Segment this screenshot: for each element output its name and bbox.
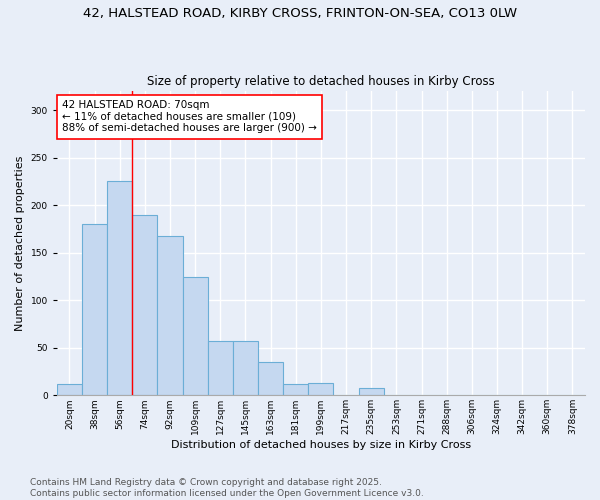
Bar bbox=[208, 341, 233, 396]
Y-axis label: Number of detached properties: Number of detached properties bbox=[15, 156, 25, 331]
Bar bbox=[157, 236, 182, 396]
Bar bbox=[359, 388, 384, 396]
Bar bbox=[182, 278, 208, 396]
Bar bbox=[233, 341, 258, 396]
Bar bbox=[308, 383, 334, 396]
Bar bbox=[283, 384, 308, 396]
Bar bbox=[132, 214, 157, 396]
Bar bbox=[107, 182, 132, 396]
Bar bbox=[57, 384, 82, 396]
Bar bbox=[82, 224, 107, 396]
Bar bbox=[258, 362, 283, 396]
Text: 42 HALSTEAD ROAD: 70sqm
← 11% of detached houses are smaller (109)
88% of semi-d: 42 HALSTEAD ROAD: 70sqm ← 11% of detache… bbox=[62, 100, 317, 134]
X-axis label: Distribution of detached houses by size in Kirby Cross: Distribution of detached houses by size … bbox=[171, 440, 471, 450]
Title: Size of property relative to detached houses in Kirby Cross: Size of property relative to detached ho… bbox=[147, 76, 495, 88]
Text: Contains HM Land Registry data © Crown copyright and database right 2025.
Contai: Contains HM Land Registry data © Crown c… bbox=[30, 478, 424, 498]
Text: 42, HALSTEAD ROAD, KIRBY CROSS, FRINTON-ON-SEA, CO13 0LW: 42, HALSTEAD ROAD, KIRBY CROSS, FRINTON-… bbox=[83, 8, 517, 20]
